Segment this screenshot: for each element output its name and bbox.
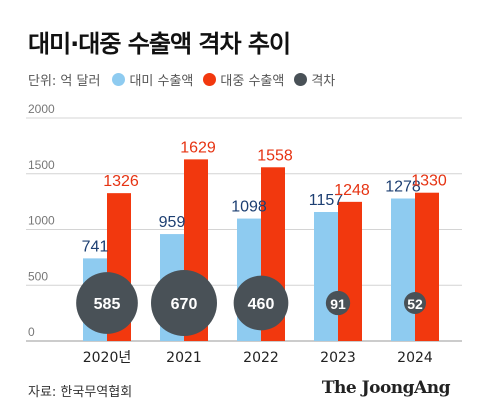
- gap-label-4: 52: [407, 296, 423, 312]
- data-label-us-3: 1157: [309, 192, 344, 209]
- y-tick-label-0: 0: [28, 325, 35, 339]
- y-tick-label-2000: 2000: [28, 102, 55, 116]
- bar-us-3: [314, 211, 338, 341]
- legend: 단위: 억 달러 대미 수출액 대중 수출액 격차: [28, 70, 345, 89]
- bar-us-4: [391, 198, 415, 341]
- data-label-china-4: 1330: [411, 173, 447, 190]
- x-tick-label-3: 2023: [320, 350, 356, 366]
- y-tick-label-1000: 1000: [28, 214, 55, 228]
- legend-dot-china: [203, 73, 217, 86]
- bar-china-4: [415, 192, 439, 341]
- source-note: 자료: 한국무역협회: [28, 385, 133, 400]
- data-label-us-2: 1098: [231, 199, 267, 216]
- gap-circle-4: [404, 292, 426, 314]
- legend-dot-us: [112, 73, 126, 86]
- data-label-us-1: 959: [159, 214, 186, 231]
- chart-title: 대미·대중 수출액 격차 추이: [28, 30, 291, 58]
- legend-item-china: 대중 수출액: [203, 70, 284, 89]
- legend-label-us: 대미 수출액: [129, 74, 194, 89]
- x-tick-label-1: 2021: [166, 350, 202, 366]
- gap-label-1: 670: [171, 296, 198, 313]
- x-tick-label-2: 2022: [243, 350, 279, 366]
- bar-china-3: [338, 201, 362, 341]
- gap-circle-2: [233, 275, 289, 331]
- gap-label-0: 585: [94, 296, 121, 313]
- legend-dot-gap: [294, 73, 308, 86]
- legend-label-china: 대중 수출액: [220, 74, 285, 89]
- y-tick-label-1500: 1500: [28, 158, 55, 172]
- data-label-china-2: 1558: [257, 147, 293, 164]
- unit-label: 단위: 억 달러: [28, 74, 101, 89]
- data-label-us-4: 1278: [385, 179, 421, 196]
- gap-circle-0: [76, 272, 138, 334]
- data-label-us-0: 741: [82, 238, 109, 255]
- data-label-china-0: 1326: [103, 173, 139, 190]
- gap-label-3: 91: [330, 296, 346, 312]
- y-tick-label-500: 500: [28, 269, 48, 283]
- x-tick-label-0: 2020년: [83, 350, 132, 366]
- gap-circle-3: [325, 290, 351, 316]
- legend-item-gap: 격차: [294, 70, 335, 89]
- gap-label-2: 460: [248, 296, 275, 313]
- gap-circle-1: [151, 270, 217, 336]
- brand-logo: The JoongAng: [321, 378, 451, 398]
- x-tick-label-4: 2024: [397, 350, 433, 366]
- data-label-china-3: 1248: [334, 182, 370, 199]
- legend-item-us: 대미 수출액: [112, 70, 193, 89]
- data-label-china-1: 1629: [180, 139, 216, 156]
- legend-label-gap: 격차: [311, 74, 336, 89]
